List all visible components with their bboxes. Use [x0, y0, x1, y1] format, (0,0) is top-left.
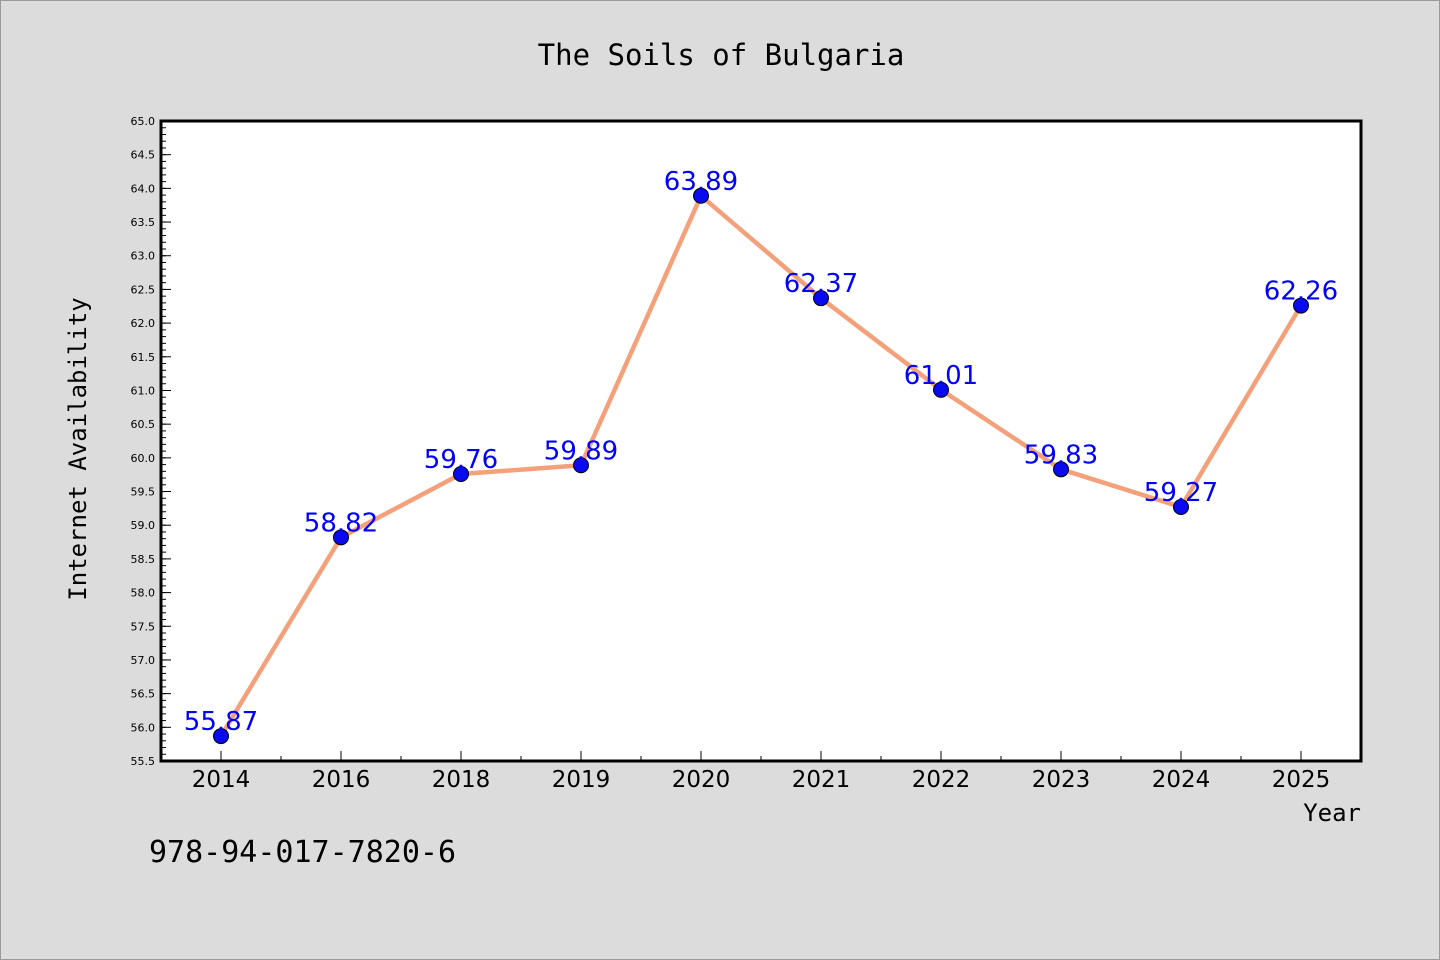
data-point [333, 529, 349, 546]
y-tick-label: 62.0 [131, 317, 156, 330]
y-tick-label: 63.0 [131, 250, 156, 263]
x-axis-label: Year [1303, 799, 1361, 827]
series-layer: 55.87 58.82 59.76 59.89 63.89 62.37 61.01 59.83… [184, 167, 1338, 745]
data-label: 59.76 [424, 445, 498, 475]
y-tick-label: 63.5 [131, 216, 156, 229]
data-point [573, 457, 589, 474]
isbn-text: 978-94-017-7820-6 [149, 835, 457, 870]
data-label: 55.87 [184, 707, 258, 737]
data-point [453, 466, 469, 483]
y-tick-label: 59.5 [131, 486, 156, 499]
y-tick-label: 55.5 [131, 755, 156, 768]
y-axis-label: Internet Availability [64, 297, 92, 600]
y-tick-label: 62.5 [131, 283, 156, 296]
x-tick-label: 2021 [792, 767, 851, 793]
x-tick-label: 2014 [192, 767, 251, 793]
x-tick-label: 2018 [432, 767, 491, 793]
x-tick-label: 2023 [1032, 767, 1091, 793]
y-tick-label: 58.0 [131, 587, 156, 600]
y-tick-label: 58.5 [131, 553, 156, 566]
y-tick-label: 57.5 [131, 620, 156, 633]
y-axis-ticks: 55.5 56.0 56.5 57.0 57.5 58.0 58.5 59.0 59.5 60.0… [131, 115, 171, 768]
data-point [933, 381, 949, 398]
y-tick-label: 57.0 [131, 654, 156, 667]
data-label: 62.26 [1264, 277, 1338, 307]
y-tick-label: 61.5 [131, 351, 156, 364]
y-tick-label: 60.5 [131, 418, 156, 431]
plot-area [159, 119, 1363, 763]
y-tick-label: 60.0 [131, 452, 156, 465]
data-label: 59.89 [544, 436, 618, 466]
data-label: 58.82 [304, 508, 378, 538]
data-label: 59.27 [1144, 478, 1218, 508]
data-label: 59.83 [1024, 440, 1098, 470]
chart-title: The Soils of Bulgaria [538, 38, 905, 72]
x-axis-ticks: 2014 2016 2018 2019 2020 2021 2022 2023 2024 2025 [192, 751, 1331, 793]
data-point [813, 290, 829, 307]
data-point [1053, 461, 1069, 478]
series-line [218, 193, 1304, 739]
y-tick-label: 56.0 [131, 721, 156, 734]
y-tick-label: 65.0 [131, 115, 156, 128]
data-point [213, 728, 229, 745]
y-tick-label: 64.0 [131, 182, 156, 195]
y-tick-label: 59.0 [131, 519, 156, 532]
x-tick-label: 2019 [552, 767, 611, 793]
data-label: 62.37 [784, 269, 858, 299]
y-tick-label: 61.0 [131, 384, 156, 397]
data-point [1293, 297, 1309, 314]
data-point [1173, 499, 1189, 516]
data-label: 61.01 [904, 361, 978, 391]
data-point [693, 187, 709, 204]
x-tick-label: 2025 [1272, 767, 1331, 793]
data-label: 63.89 [664, 167, 738, 197]
y-tick-label: 56.5 [131, 688, 156, 701]
x-tick-label: 2022 [912, 767, 971, 793]
y-tick-label: 64.5 [131, 149, 156, 162]
x-tick-label: 2016 [312, 767, 371, 793]
x-tick-label: 2024 [1152, 767, 1211, 793]
x-tick-label: 2020 [672, 767, 731, 793]
